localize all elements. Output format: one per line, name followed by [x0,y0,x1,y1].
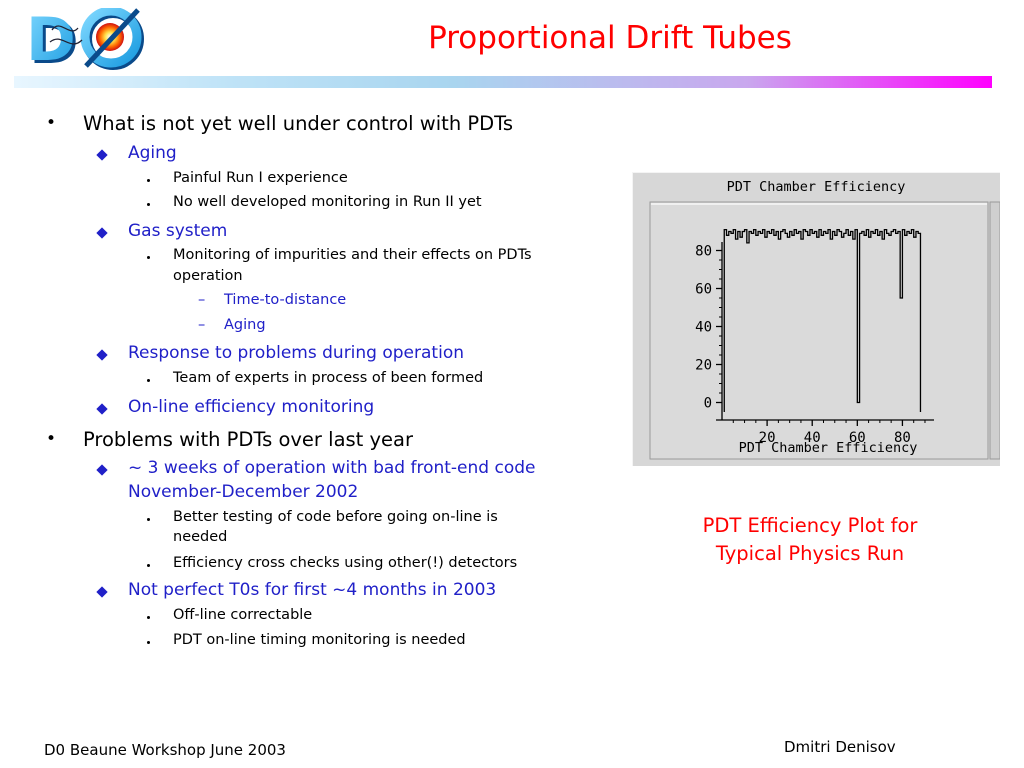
bullet-l3: Monitoring of impurities and their effec… [173,247,532,263]
bullet-dot-marker: • [46,429,57,449]
bullet-small-dot-marker [147,379,150,382]
bullet-l2: Not perfect T0s for first ~4 months in 2… [128,580,497,600]
bullet-l2: On-line efficiency monitoring [128,397,375,417]
bullet-continuation: needed [173,529,228,545]
bullet-diamond-marker [96,227,108,239]
bullet-small-dot-marker [147,179,150,182]
bullet-continuation: operation [173,268,243,284]
caption-line-2: Typical Physics Run [715,542,905,565]
bullet-small-dot-marker [147,256,150,259]
bullet-l3: Efficiency cross checks using other(!) d… [173,555,518,571]
bullet-small-dot-marker [147,203,150,206]
x-axis-label: PDT Chamber Efficiency [739,440,918,456]
y-tick-label: 20 [695,358,712,374]
bullet-dot-marker: • [46,113,57,133]
chart-caption: PDT Efficiency Plot for Typical Physics … [640,512,980,568]
bullet-l3: Better testing of code before going on-l… [173,509,498,525]
bullet-diamond-marker [96,149,108,161]
bullet-l3: Painful Run I experience [173,170,348,186]
x-tick-label: 60 [849,430,866,446]
series-line [723,228,922,412]
bullet-dash-marker: – [198,292,206,308]
d0-logo: D D [30,8,144,70]
bullet-l3: Off-line correctable [173,607,313,623]
y-tick-label: 0 [704,396,712,412]
x-tick-label: 40 [804,430,821,446]
bullet-diamond-marker [96,464,108,476]
efficiency-chart: PDT Chamber Efficiency 0 20 40 60 80 20 40 60 80… [632,172,1001,466]
bullet-small-dot-marker [147,564,150,567]
chart-window: PDT Chamber Efficiency 0 20 40 60 80 20 40 60 80… [632,172,1001,466]
bullet-l3: Team of experts in process of been forme… [173,370,484,386]
svg-text:D: D [30,8,76,70]
bullet-l2: ~ 3 weeks of operation with bad front-en… [128,458,536,478]
page-title: Proportional Drift Tubes [428,20,792,56]
bullet-l1: Problems with PDTs over last year [83,428,414,451]
caption-line-1: PDT Efficiency Plot for [702,514,918,537]
bullet-l4: Aging [224,317,266,333]
title-rule [14,76,992,88]
bullet-diamond-marker [96,586,108,598]
bullet-small-dot-marker [147,641,150,644]
y-tick-label: 40 [695,320,712,336]
bullet-l4: Time-to-distance [224,292,347,308]
bullet-l3: No well developed monitoring in Run II y… [173,194,482,210]
y-tick-label: 60 [695,282,712,298]
footer-author: Dmitri Denisov [784,738,896,756]
x-tick-label: 20 [759,430,776,446]
bullet-l3: PDT on-line timing monitoring is needed [173,632,466,648]
x-tick-label: 80 [894,430,911,446]
chart-title: PDT Chamber Efficiency [727,179,906,195]
bullet-l2: Gas system [128,221,228,241]
footer-event: D0 Beaune Workshop June 2003 [44,741,286,759]
bullet-continuation: November-December 2002 [128,482,359,502]
bullet-small-dot-marker [147,616,150,619]
bullet-l1: What is not yet well under control with … [83,112,513,135]
bullet-diamond-marker [96,349,108,361]
bullet-dash-marker: – [198,317,206,333]
bullet-l2: Response to problems during operation [128,343,464,363]
y-tick-label: 80 [695,244,712,260]
bullet-small-dot-marker [147,518,150,521]
bullet-diamond-marker [96,403,108,415]
bullet-l2: Aging [128,143,177,163]
